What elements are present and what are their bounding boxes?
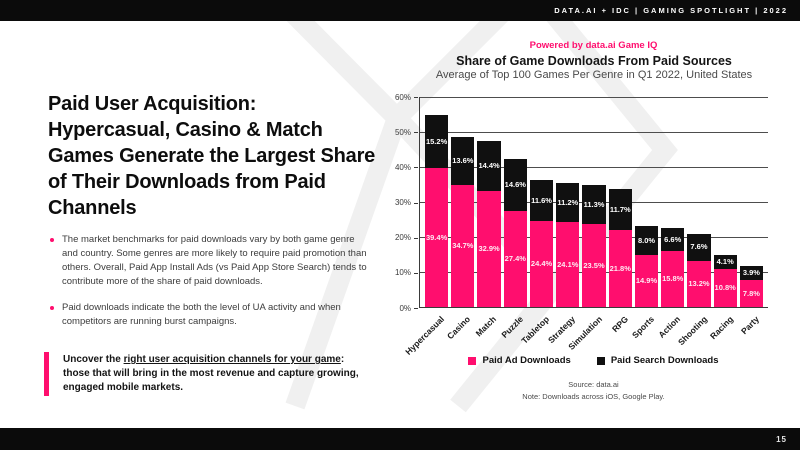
paid-search-segment: 14.6%	[503, 159, 527, 211]
callout-box: Uncover the right user acquisition chann…	[44, 352, 364, 396]
bar-hypercasual: 15.2% 39.4%	[425, 115, 449, 307]
gridline	[420, 96, 768, 98]
callout-line3: growing, engaged mobile markets.	[63, 368, 359, 394]
callout-accent-bar	[44, 352, 49, 396]
paid-ad-segment: 23.5%	[582, 224, 606, 307]
bar-puzzle: 14.6% 27.4%	[503, 159, 527, 307]
paid-search-segment: 13.6%	[451, 137, 475, 185]
bar-rpg: 11.7% 21.8%	[608, 189, 632, 307]
paid-search-segment: 8.0%	[634, 226, 659, 255]
powered-by-label: Powered by data.ai Game IQ	[529, 40, 658, 51]
paid-search-segment: 7.6%	[687, 233, 711, 261]
y-tick-label: 0%	[399, 303, 411, 313]
callout-text: Uncover the right user acquisition chann…	[63, 352, 364, 396]
paid-search-segment: 6.6%	[661, 228, 685, 252]
y-tick-mark	[414, 237, 418, 239]
bar-strategy: 11.2% 24.1%	[556, 182, 580, 307]
paid-search-segment: 15.2%	[425, 115, 449, 169]
y-tick-mark	[414, 308, 418, 309]
bar-racing: 4.1% 10.8%	[713, 254, 737, 307]
bottom-bar: 15	[0, 428, 800, 450]
paid-ad-segment: 39.4%	[425, 168, 449, 307]
gridline	[420, 166, 768, 168]
bar-simulation: 11.3% 23.5%	[582, 184, 606, 307]
bullet-item: Paid downloads indicate the both the lev…	[48, 301, 368, 329]
header-text: DATA.AI + IDC | GAMING SPOTLIGHT | 2022	[554, 6, 788, 15]
paid-ad-segment: 10.8%	[713, 269, 737, 307]
source-note: Source: data.ai Note: Downloads across i…	[419, 379, 768, 402]
callout-underlined: right user acquisition channels for your…	[123, 354, 341, 365]
y-tick-label: 10%	[394, 268, 411, 278]
page-number: 15	[776, 434, 787, 444]
slide-body: Paid User Acquisition: Hypercasual, Casi…	[0, 21, 800, 428]
y-tick-mark	[414, 97, 418, 98]
y-tick-label: 50%	[394, 127, 411, 137]
paid-ad-segment: 13.2%	[687, 260, 711, 307]
gridline	[420, 131, 768, 133]
y-tick-mark	[414, 272, 418, 274]
legend-label: Paid Search Downloads	[610, 355, 719, 366]
legend-label: Paid Ad Downloads	[482, 355, 571, 366]
paid-ad-segment: 14.9%	[634, 254, 659, 307]
bar-action: 6.6% 15.8%	[661, 228, 685, 307]
paid-search-segment: 4.1%	[713, 254, 737, 270]
y-tick-mark	[414, 167, 418, 169]
paid-ad-segment: 24.4%	[529, 221, 554, 307]
stacked-bar-chart: 15.2% 39.4% 13.6% 34.7% 14.4% 32.9% 14.6% 27.4%…	[419, 96, 768, 308]
paid-ad-segment: 21.8%	[608, 230, 632, 307]
bar-match: 14.4% 32.9%	[477, 140, 501, 307]
paid-search-segment: 3.9%	[739, 265, 764, 280]
callout-line2: those that will bring in the most revenu…	[63, 368, 315, 380]
note-line: Note: Downloads across iOS, Google Play.	[522, 391, 665, 401]
legend-item: Paid Search Downloads	[596, 355, 719, 366]
bar-tabletop: 11.6% 24.4%	[529, 180, 554, 307]
paid-search-segment: 11.6%	[529, 180, 554, 222]
paid-ad-segment: 15.8%	[661, 251, 685, 307]
bar-series: 15.2% 39.4% 13.6% 34.7% 14.4% 32.9% 14.6% 27.4%…	[420, 97, 768, 307]
paid-ad-segment: 34.7%	[451, 184, 475, 307]
bar-sports: 8.0% 14.9%	[634, 226, 659, 307]
legend-swatch-icon	[468, 356, 477, 365]
paid-ad-segment: 32.9%	[477, 191, 501, 307]
slide-title: Paid User Acquisition: Hypercasual, Casi…	[48, 93, 376, 219]
legend-swatch-icon	[596, 356, 605, 365]
top-bar: DATA.AI + IDC | GAMING SPOTLIGHT | 2022	[0, 0, 800, 21]
paid-search-segment: 11.7%	[608, 189, 632, 231]
paid-search-segment: 11.2%	[556, 182, 580, 223]
bar-party: 3.9% 7.8%	[739, 265, 764, 307]
bullet-list: The market benchmarks for paid downloads…	[48, 233, 368, 342]
source-line: Source: data.ai	[568, 380, 619, 389]
chart-title: Share of Game Downloads From Paid Source…	[456, 54, 732, 68]
chart-subtitle: Average of Top 100 Games Per Genre in Q1…	[435, 69, 753, 81]
bullet-item: The market benchmarks for paid downloads…	[48, 233, 368, 288]
y-tick-label: 40%	[394, 162, 411, 172]
callout-colon: :	[340, 354, 345, 365]
legend-item: Paid Ad Downloads	[468, 355, 571, 366]
bar-casino: 13.6% 34.7%	[451, 137, 475, 307]
paid-search-segment: 14.4%	[477, 140, 501, 192]
paid-ad-segment: 27.4%	[503, 210, 527, 307]
y-tick-label: 30%	[394, 198, 411, 207]
bar-shooting: 7.6% 13.2%	[687, 233, 711, 307]
y-tick-label: 20%	[394, 233, 411, 243]
y-tick-mark	[414, 202, 418, 204]
callout-prefix: Uncover the	[63, 354, 124, 365]
paid-ad-segment: 7.8%	[739, 279, 764, 307]
paid-ad-segment: 24.1%	[556, 222, 580, 307]
y-tick-mark	[414, 132, 418, 134]
chart-legend: Paid Ad Downloads Paid Search Downloads	[419, 355, 768, 366]
y-tick-label: 60%	[394, 92, 411, 102]
paid-search-segment: 11.3%	[582, 184, 606, 225]
